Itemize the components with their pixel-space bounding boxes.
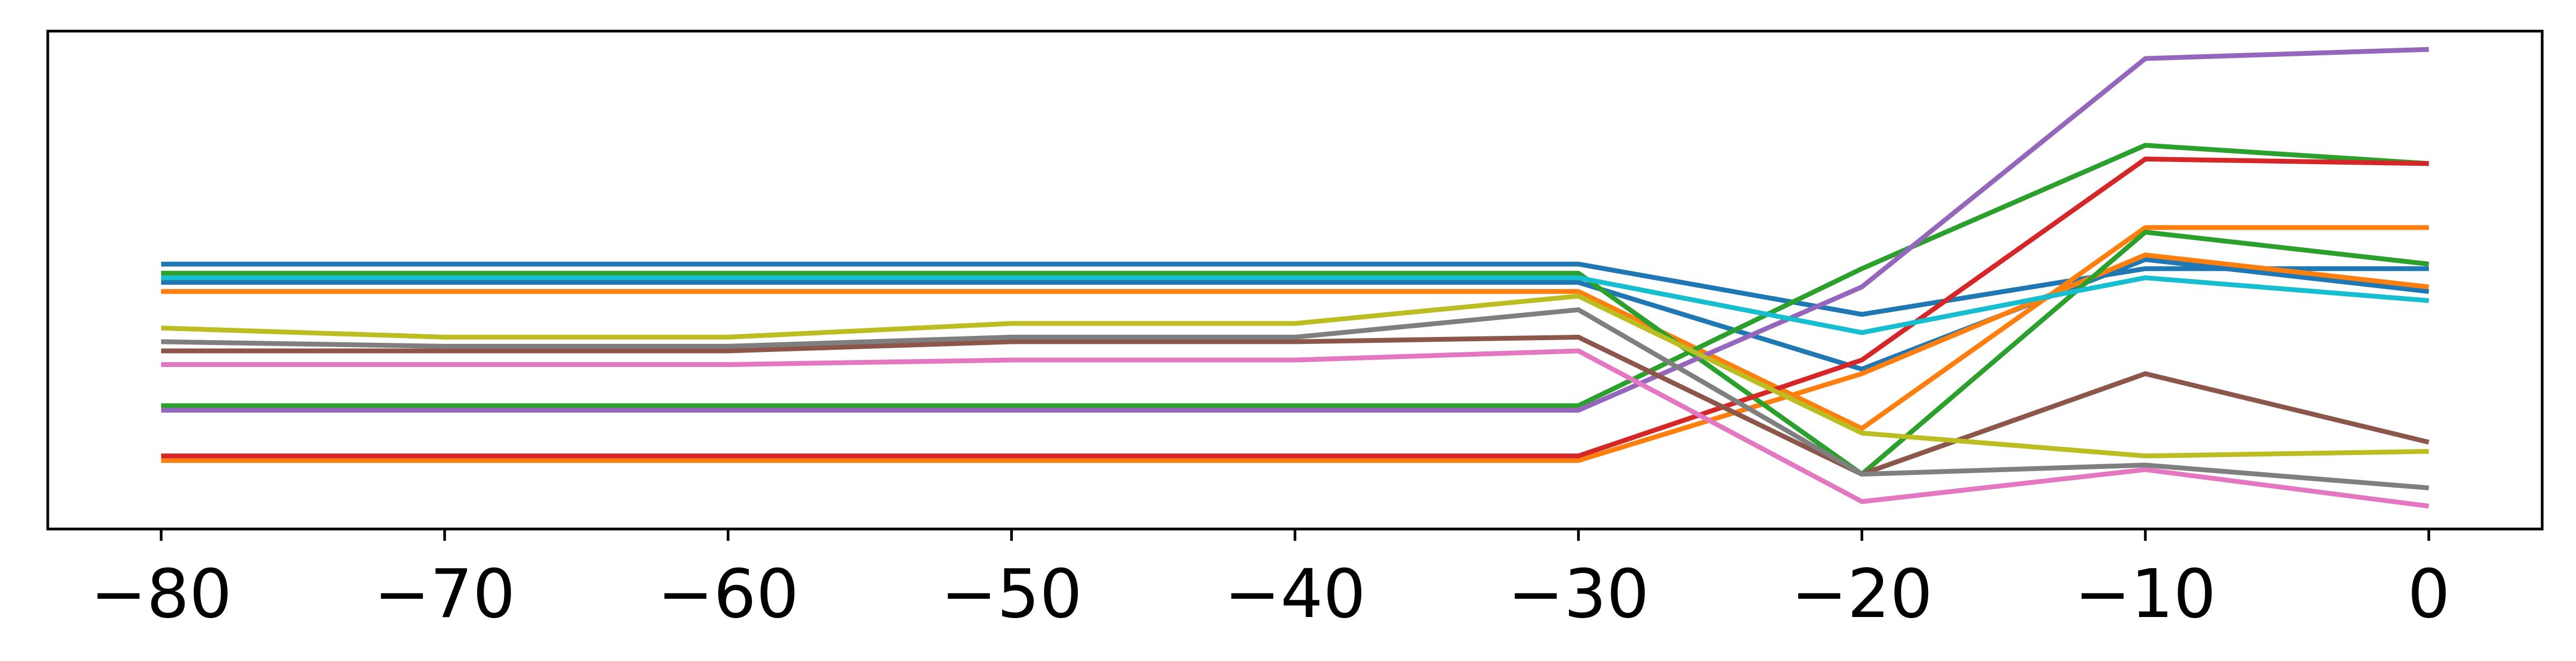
x-tick-label: −50: [941, 555, 1083, 633]
x-tick-label: −80: [90, 555, 232, 633]
x-axis: −80 −70 −60 −50 −40 −30 −20 −10 0: [90, 529, 2450, 633]
series-line-1: [161, 261, 2429, 317]
x-tick-label: −30: [1508, 555, 1650, 633]
x-tick-label: −20: [1791, 555, 1933, 633]
series-line-13: [161, 275, 2429, 335]
series-line-8: [161, 47, 2429, 413]
x-tick-label: −10: [2075, 555, 2216, 633]
series-line-5: [161, 230, 2429, 477]
series-line-9: [161, 334, 2429, 477]
series-layer: [161, 47, 2429, 509]
x-tick-label: 0: [2407, 555, 2450, 633]
series-line-7: [161, 156, 2429, 459]
series-line-10: [161, 348, 2429, 509]
series-line-11: [161, 307, 2429, 490]
series-line-3: [161, 225, 2429, 431]
series-line-12: [161, 293, 2429, 459]
series-line-6: [161, 143, 2429, 408]
x-tick-label: −60: [657, 555, 799, 633]
x-tick-label: −70: [374, 555, 515, 633]
x-tick-label: −40: [1224, 555, 1366, 633]
